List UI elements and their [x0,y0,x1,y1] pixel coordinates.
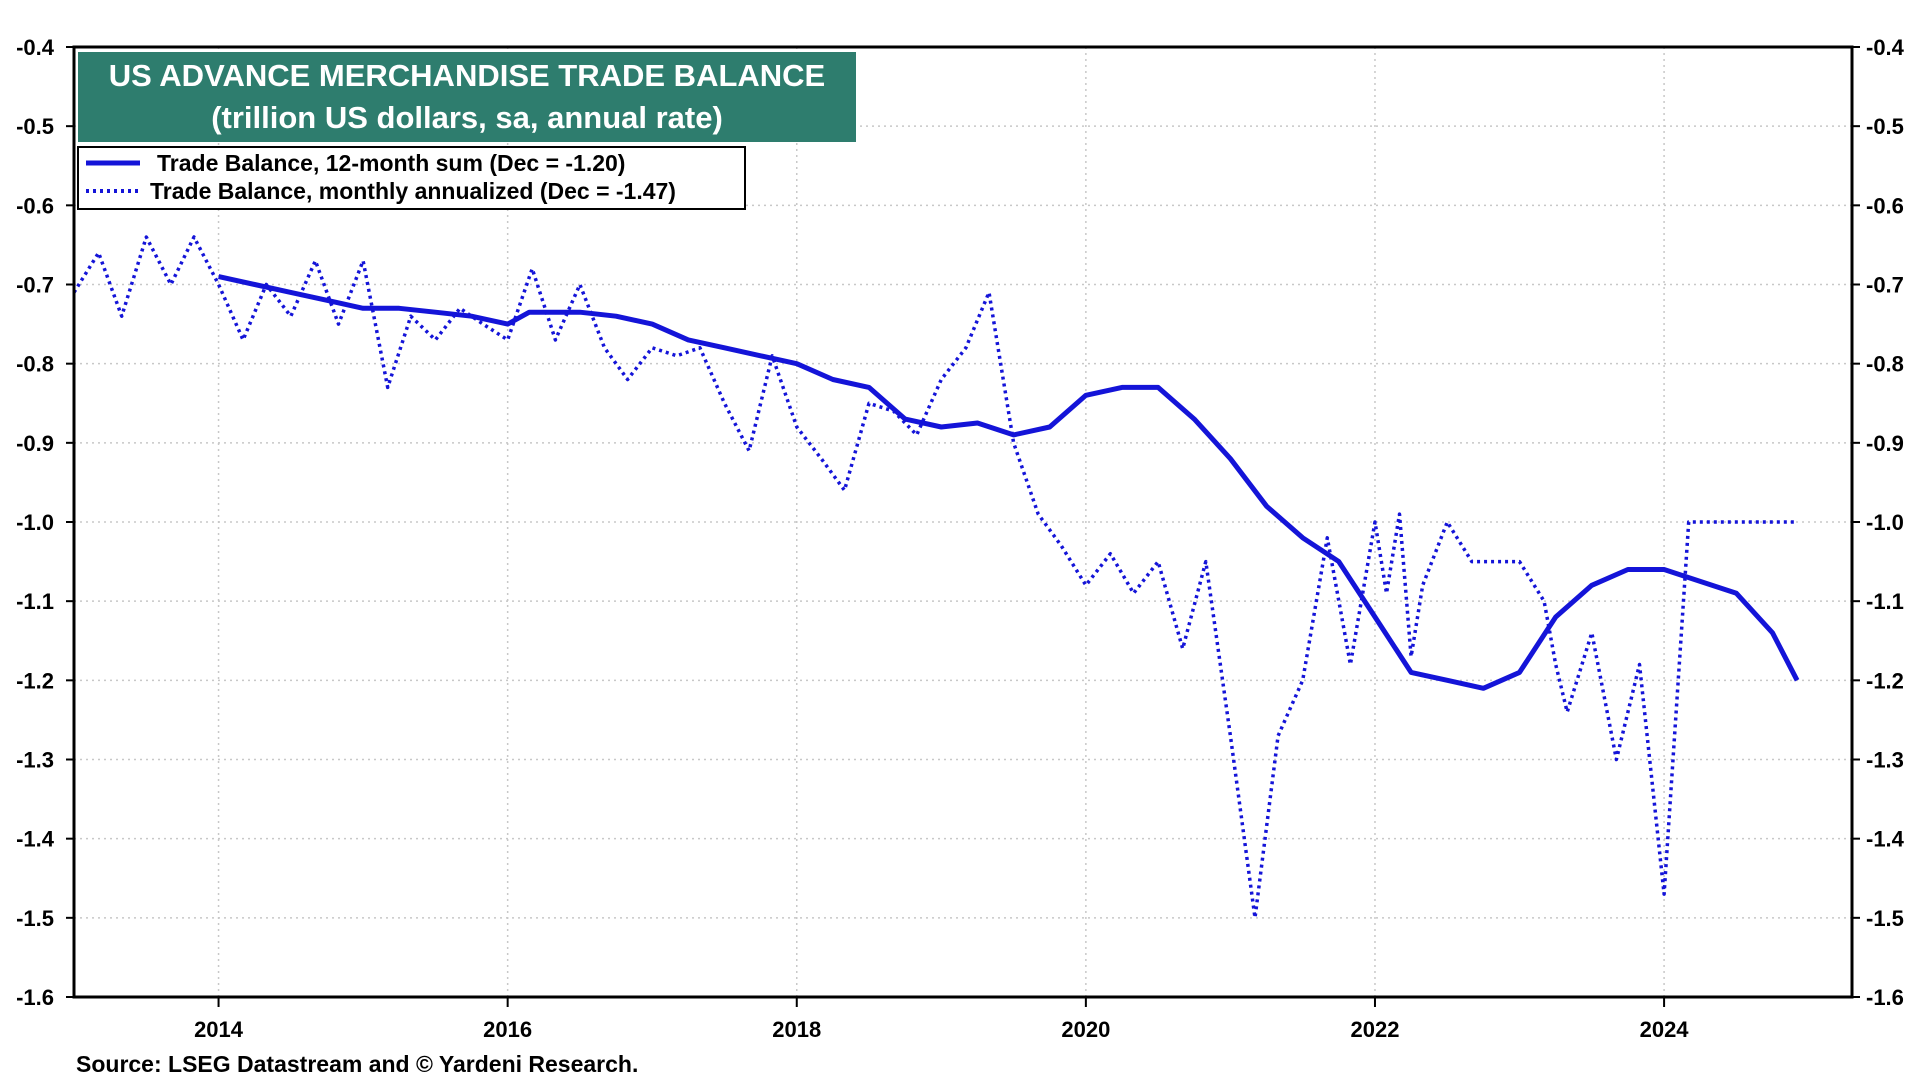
y-tick-label-right: -0.5 [1866,114,1904,139]
title-box: US ADVANCE MERCHANDISE TRADE BALANCE (tr… [78,52,856,142]
y-tick-label-left: -0.6 [16,193,54,218]
y-tick-label-left: -1.1 [16,589,54,614]
y-tick-label-right: -0.8 [1866,352,1904,377]
y-axis-right-ticks: -0.4 -0.5 -0.6 -0.7 -0.8 -0.9 -1.0 -1.1 -1.2 -1.3… [1852,35,1905,1010]
y-tick-label-right: -0.7 [1866,273,1904,298]
y-tick-label-left: -0.9 [16,431,54,456]
y-tick-label-right: -1.0 [1866,510,1904,535]
y-tick-label-left: -0.8 [16,352,54,377]
y-tick-label-right: -1.2 [1866,668,1904,693]
title-background [78,52,856,142]
chart-title: US ADVANCE MERCHANDISE TRADE BALANCE [109,58,825,93]
y-tick-label-left: -1.6 [16,985,54,1010]
legend-label-12-month: Trade Balance, 12-month sum (Dec = -1.20… [157,150,625,176]
y-tick-label-right: -0.6 [1866,193,1904,218]
legend-label-monthly: Trade Balance, monthly annualized (Dec =… [150,178,676,204]
y-tick-label-right: -1.6 [1866,985,1904,1010]
y-tick-label-right: -1.3 [1866,748,1904,773]
x-tick-label: 2022 [1350,1017,1399,1042]
x-tick-label: 2020 [1061,1017,1110,1042]
y-tick-label-left: -0.7 [16,273,54,298]
x-tick-label: 2018 [772,1017,821,1042]
y-tick-label-right: -0.9 [1866,431,1904,456]
x-axis-ticks: 2014 2016 2018 2020 2022 2024 [194,997,1689,1042]
series-layer [72,235,1800,920]
series-line-monthly-annualized [72,235,1798,920]
x-tick-label: 2014 [194,1017,244,1042]
legend-box [77,146,746,210]
series-line-12-month-sum [218,274,1800,691]
y-tick-label-left: -1.4 [16,827,55,852]
y-tick-label-left: -0.4 [16,35,55,60]
y-tick-label-left: -1.5 [16,906,54,931]
y-tick-label-left: -0.5 [16,114,54,139]
x-tick-label: 2016 [483,1017,532,1042]
y-axis-left-ticks: -0.4 -0.5 -0.6 -0.7 -0.8 -0.9 -1.0 -1.1 -1.2 -1.3… [16,35,74,1010]
chart-subtitle: (trillion US dollars, sa, annual rate) [211,100,723,135]
legend: Trade Balance, 12-month sum (Dec = -1.20… [77,146,746,210]
y-tick-label-left: -1.0 [16,510,54,535]
y-tick-label-right: -1.1 [1866,589,1904,614]
y-tick-label-left: -1.2 [16,668,54,693]
y-tick-label-right: -1.5 [1866,906,1904,931]
y-tick-label-right: -0.4 [1866,35,1905,60]
x-tick-label: 2024 [1640,1017,1690,1042]
y-tick-label-right: -1.4 [1866,827,1905,852]
source-note: Source: LSEG Datastream and © Yardeni Re… [76,1051,638,1077]
y-tick-label-left: -1.3 [16,748,54,773]
